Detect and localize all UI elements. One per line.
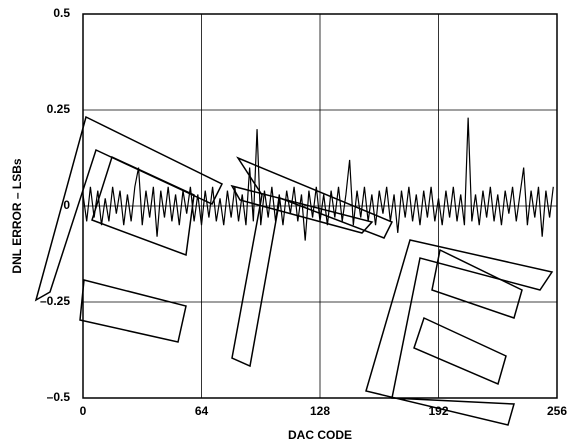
x-tick-label: 128 — [310, 404, 330, 418]
watermark — [34, 115, 554, 426]
y-tick-label: 0 — [63, 198, 70, 212]
x-tick-label: 256 — [547, 404, 567, 418]
y-tick-label: –0.25 — [40, 294, 70, 308]
data-line — [82, 117, 554, 241]
y-axis-label: DNL ERROR – LSBs — [10, 158, 24, 273]
x-tick-label: 64 — [195, 404, 209, 418]
y-tick-label: –0.5 — [47, 390, 71, 404]
x-tick-label: 0 — [80, 404, 87, 418]
x-tick-label: 192 — [428, 404, 448, 418]
y-tick-label: 0.25 — [47, 102, 71, 116]
y-tick-label: 0.5 — [53, 6, 70, 20]
x-axis-label: DAC CODE — [288, 428, 352, 442]
